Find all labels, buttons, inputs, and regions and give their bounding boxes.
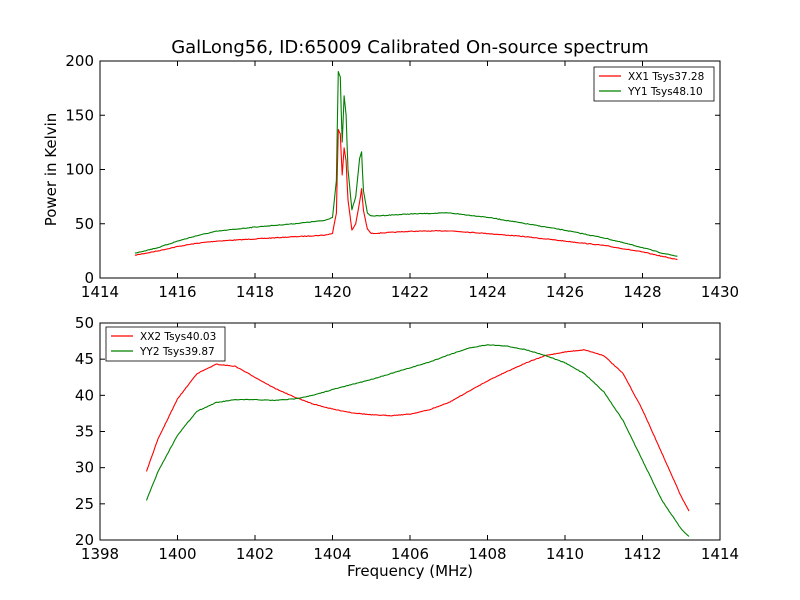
y-tick-label: 45 [75, 350, 94, 368]
y-tick-label: 50 [75, 314, 94, 332]
y-tick-label: 40 [75, 386, 94, 404]
y-tick-label: 150 [65, 106, 94, 124]
x-tick-label: 1412 [623, 545, 661, 563]
x-tick-label: 1402 [236, 545, 274, 563]
chart-title: GalLong56, ID:65009 Calibrated On-source… [171, 37, 649, 58]
legend-entry: XX1 Tsys37.28 [628, 71, 704, 83]
y-tick-label: 0 [84, 269, 94, 287]
y-tick-label: 35 [75, 423, 94, 441]
x-tick-label: 1408 [468, 545, 506, 563]
x-tick-label: 1404 [313, 545, 351, 563]
x-tick-label: 1430 [701, 283, 739, 301]
x-tick-label: 1400 [158, 545, 196, 563]
x-tick-label: 1418 [236, 283, 274, 301]
legend-entry: YY1 Tsys48.10 [627, 86, 703, 98]
y-tick-label: 20 [75, 531, 94, 549]
x-axis-label: Frequency (MHz) [347, 562, 473, 580]
x-tick-label: 1420 [313, 283, 351, 301]
y-tick-label: 25 [75, 495, 94, 513]
legend: XX2 Tsys40.03 YY2 Tsys39.87 [106, 327, 225, 361]
x-tick-label: 1428 [623, 283, 661, 301]
x-tick-label: 1424 [468, 283, 506, 301]
y-axis-label: Power in Kelvin [42, 113, 60, 227]
y-tick-label: 50 [75, 215, 94, 233]
legend: XX1 Tsys37.28 YY1 Tsys48.10 [594, 67, 714, 101]
legend-entry: YY2 Tsys39.87 [139, 346, 215, 358]
x-tick-label: 1410 [546, 545, 584, 563]
legend-entry: XX2 Tsys40.03 [140, 331, 216, 343]
x-tick-label: 1414 [701, 545, 739, 563]
y-tick-label: 30 [75, 459, 94, 477]
x-tick-label: 1422 [391, 283, 429, 301]
x-tick-label: 1416 [158, 283, 196, 301]
x-tick-label: 1426 [546, 283, 584, 301]
x-tick-label: 1406 [391, 545, 429, 563]
y-tick-label: 200 [65, 52, 94, 70]
y-tick-label: 100 [65, 161, 94, 179]
